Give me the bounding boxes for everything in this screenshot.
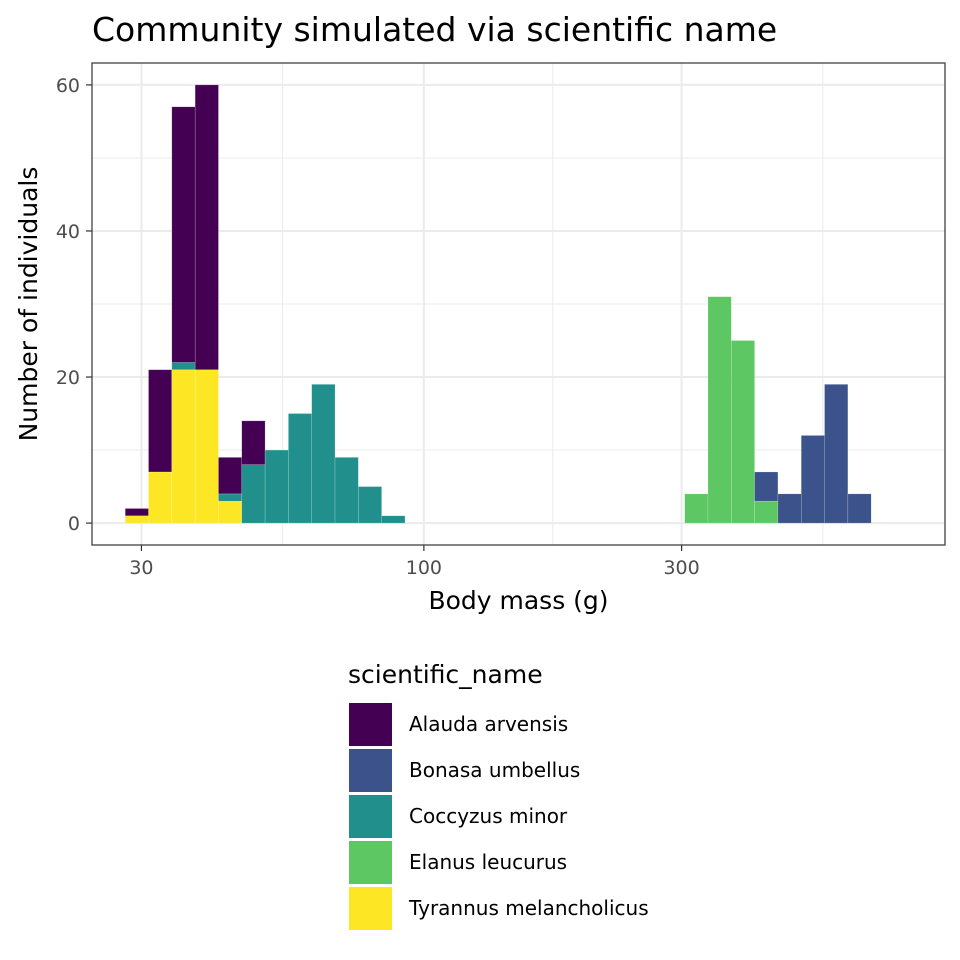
legend-key [349, 795, 392, 838]
bar-bonasa-umbellus [754, 471, 779, 502]
y-tick-label: 0 [68, 513, 80, 535]
legend-key [349, 749, 392, 792]
bar-elanus-leucurus [707, 296, 732, 524]
bar-alauda-arvensis [171, 106, 196, 363]
bar-alauda-arvensis [124, 508, 149, 517]
y-tick-label: 40 [56, 221, 80, 243]
x-axis-title: Body mass (g) [428, 586, 608, 615]
legend-label: Bonasa umbellus [409, 758, 580, 782]
bar-tyrannus-melancholicus [124, 515, 149, 524]
bar-alauda-arvensis [241, 420, 266, 465]
bar-coccyzus-minor [241, 464, 266, 524]
legend-key [349, 841, 392, 884]
bar-bonasa-umbellus [800, 435, 825, 524]
bar-elanus-leucurus [731, 340, 755, 524]
legend-key [349, 703, 392, 746]
x-tick-label: 100 [406, 557, 442, 579]
bar-alauda-arvensis [218, 457, 243, 495]
bar-coccyzus-minor [334, 457, 359, 524]
bar-tyrannus-melancholicus [218, 500, 243, 524]
x-tick-label: 30 [129, 557, 153, 579]
legend-key [349, 887, 392, 930]
y-axis-title: Number of individuals [14, 167, 43, 442]
legend-title: scientific_name [348, 660, 543, 689]
y-tick-label: 20 [56, 367, 80, 389]
bar-coccyzus-minor [358, 486, 382, 524]
bar-elanus-leucurus [754, 500, 779, 524]
bar-tyrannus-melancholicus [194, 369, 219, 524]
chart-title: Community simulated via scientific name [92, 10, 777, 49]
bar-bonasa-umbellus [777, 493, 802, 524]
legend: scientific_name Alauda arvensis Bonasa um… [348, 660, 649, 930]
legend-label: Alauda arvensis [409, 712, 568, 736]
bar-coccyzus-minor [264, 449, 289, 524]
x-tick-label: 300 [663, 557, 699, 579]
bar-bonasa-umbellus [847, 493, 872, 524]
bar-alauda-arvensis [148, 369, 173, 473]
axis-ticks: 0 20 40 60 30 100 300 [56, 75, 700, 579]
bars [124, 84, 872, 524]
bar-alauda-arvensis [194, 84, 219, 370]
plot-panel-border [91, 62, 946, 546]
legend-label: Elanus leucurus [409, 850, 567, 874]
legend-label: Coccyzus minor [409, 804, 568, 828]
bar-coccyzus-minor [218, 493, 243, 502]
bar-tyrannus-melancholicus [171, 369, 196, 524]
bar-coccyzus-minor [381, 515, 406, 524]
bar-bonasa-umbellus [824, 384, 849, 524]
bar-elanus-leucurus [684, 493, 709, 524]
bar-coccyzus-minor [288, 413, 312, 524]
bar-coccyzus-minor [311, 384, 336, 524]
bar-tyrannus-melancholicus [148, 471, 173, 524]
bar-coccyzus-minor [171, 362, 196, 370]
legend-label: Tyrannus melancholicus [408, 896, 649, 920]
y-tick-label: 60 [56, 75, 80, 97]
